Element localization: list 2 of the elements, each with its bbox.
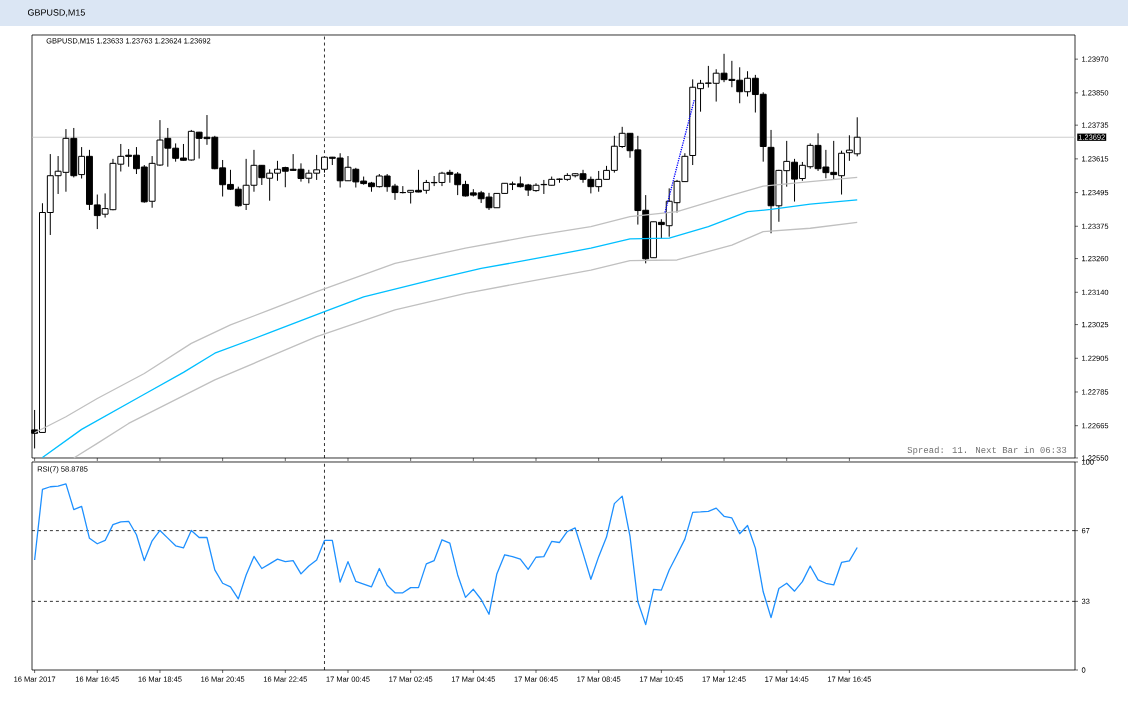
annotation: Spread: 11. Next Bar in 06:33: [907, 446, 1067, 455]
chart-title: GBPUSD,M15: [27, 9, 85, 17]
